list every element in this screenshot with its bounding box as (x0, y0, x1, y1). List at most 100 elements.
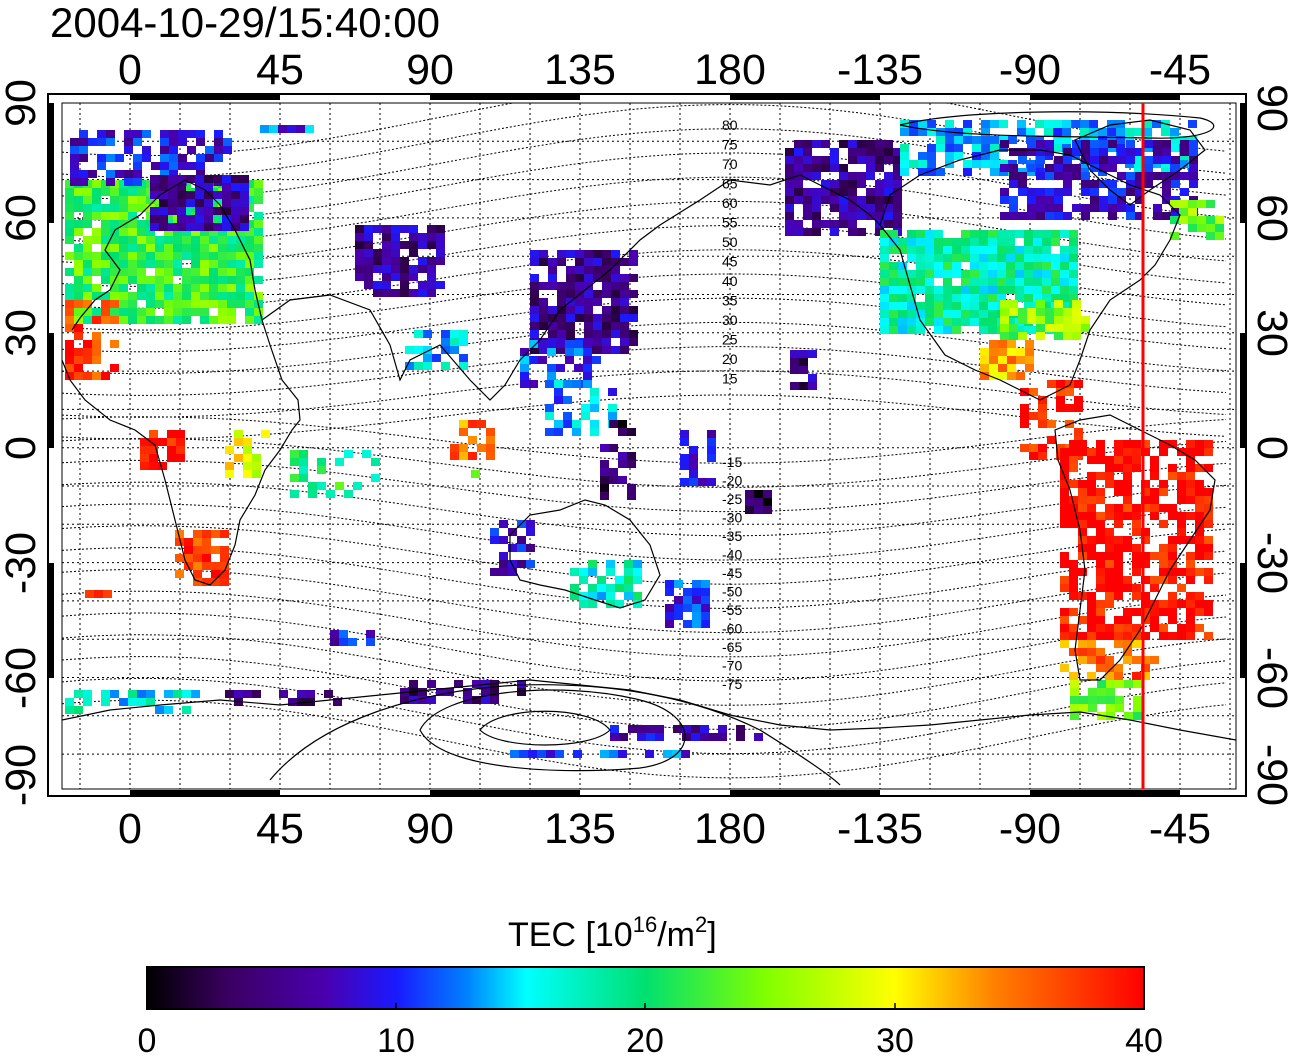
tec-cell (1069, 480, 1078, 488)
tec-cell (1038, 412, 1047, 420)
tec-cell (1117, 196, 1126, 204)
tec-cell (1117, 204, 1126, 212)
tec-cell (200, 284, 209, 292)
tec-cell (1204, 536, 1213, 544)
mlat-label: -20 (722, 473, 742, 489)
tec-cell (916, 230, 925, 238)
tec-cell (1186, 576, 1195, 584)
tec-cell (600, 476, 609, 484)
tec-cell (1088, 696, 1097, 704)
tec-cell (164, 284, 173, 292)
tec-cell (1126, 172, 1135, 180)
tec-cell (1159, 448, 1168, 456)
tec-cell (1114, 664, 1123, 672)
tec-cell (539, 322, 548, 330)
tec-cell (1114, 632, 1123, 640)
tec-cell (1096, 568, 1105, 576)
tec-cell (124, 146, 133, 154)
tec-cell (1087, 512, 1096, 520)
tec-cell (1072, 148, 1081, 156)
tec-cell (227, 260, 236, 268)
tec-cell (1195, 568, 1204, 576)
tec-cell (821, 196, 830, 204)
tec-cell (1105, 504, 1114, 512)
tec-cell (124, 138, 133, 146)
tec-cell (566, 266, 575, 274)
tec-cell (92, 212, 101, 220)
tec-cell (990, 168, 999, 176)
tec-cell (1135, 188, 1144, 196)
tec-cell (65, 236, 74, 244)
tec-cell (1072, 316, 1081, 324)
tec-cell (875, 188, 884, 196)
tec-cell (1016, 372, 1025, 380)
tec-cell (988, 278, 997, 286)
tec-cell (530, 314, 539, 322)
tec-cell (875, 196, 884, 204)
tec-cell (624, 584, 633, 592)
colorbar-ticks (395, 1003, 896, 1009)
tec-cell (220, 546, 229, 554)
tec-cell (520, 364, 529, 372)
tec-cell (1177, 632, 1186, 640)
tec-cell (583, 372, 592, 380)
tec-cell (373, 265, 382, 273)
tec-cell (1189, 156, 1198, 164)
tec-cell (880, 294, 889, 302)
tec-cell (101, 690, 110, 698)
tec-cell (1162, 212, 1171, 220)
tec-cell (218, 236, 227, 244)
tec-cell (1072, 172, 1081, 180)
tec-cell (65, 308, 74, 316)
tec-cell (1114, 616, 1123, 624)
tec-cell (1072, 324, 1081, 332)
tec-cell (608, 404, 617, 412)
tec-cell (1072, 332, 1081, 340)
tec-cell (880, 238, 889, 246)
tec-cell (1027, 316, 1036, 324)
tec-cell (1114, 448, 1123, 456)
tec-cell (893, 188, 902, 196)
tec-cell (602, 250, 611, 258)
tec-cell (149, 446, 158, 454)
tec-cell (92, 236, 101, 244)
tec-cell (1126, 212, 1135, 220)
tec-cell (1051, 230, 1060, 238)
tec-cell (547, 364, 556, 372)
tec-cell (1081, 324, 1090, 332)
tec-cell (692, 612, 701, 620)
tec-cell (92, 188, 101, 196)
tec-cell (857, 140, 866, 148)
colorbar-tick-label: 20 (626, 1022, 664, 1057)
tec-cell (1195, 552, 1204, 560)
tec-cell (101, 372, 110, 380)
tec-cell (889, 230, 898, 238)
tec-cell (103, 590, 112, 598)
tec-cell (169, 162, 178, 170)
tec-cell (1105, 536, 1114, 544)
tec-cell (101, 252, 110, 260)
tec-cell (1096, 576, 1105, 584)
tec-cell (214, 130, 223, 138)
tec-cell (1123, 608, 1132, 616)
top-tick-label: -90 (999, 46, 1061, 94)
tec-cell (1029, 452, 1038, 460)
tec-cell (254, 196, 263, 204)
tec-cell (618, 750, 627, 758)
tec-cell (700, 725, 709, 733)
tec-cell (362, 450, 371, 458)
tec-cell (418, 289, 427, 297)
tec-cell (231, 183, 240, 191)
tec-cell (880, 230, 889, 238)
tec-cell (1056, 396, 1065, 404)
tec-cell (414, 330, 423, 338)
tec-cell (952, 294, 961, 302)
tec-cell (602, 282, 611, 290)
tec-cell (1069, 246, 1078, 254)
tec-cell (173, 260, 182, 268)
tec-cell (65, 364, 74, 372)
tec-cell (698, 478, 707, 486)
tec-cell (175, 530, 184, 538)
tec-cell (555, 750, 564, 758)
tec-cell (101, 260, 110, 268)
